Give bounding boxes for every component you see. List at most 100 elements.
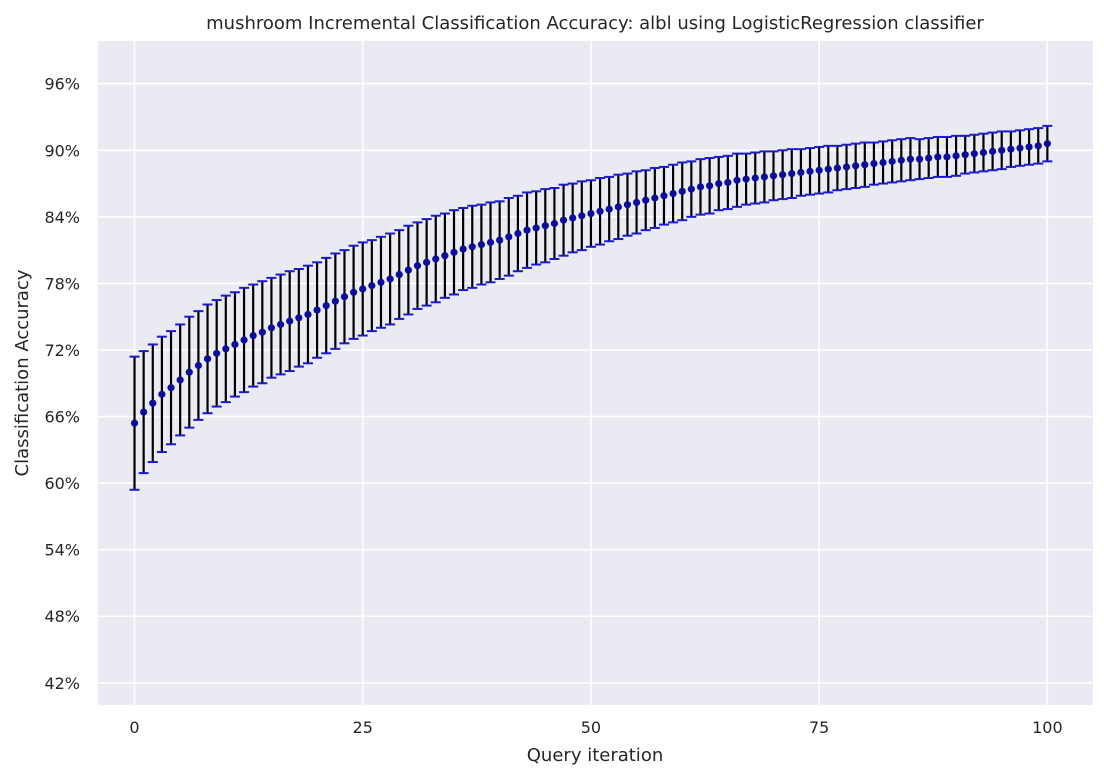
data-point: [742, 175, 750, 183]
data-point: [459, 245, 467, 253]
data-point: [842, 163, 851, 171]
plot-background: [98, 41, 1093, 705]
data-point: [870, 159, 878, 168]
data-point: [696, 183, 705, 191]
data-point: [733, 176, 741, 184]
data-point: [149, 399, 157, 407]
y-tick-label: 78%: [44, 274, 80, 293]
data-point: [724, 178, 732, 187]
data-point: [824, 165, 832, 173]
data-point: [267, 324, 276, 332]
data-point: [158, 390, 166, 398]
data-point: [541, 222, 549, 230]
tick-layer: 42% 48% 54% 60% 66% 72% 78% 84% 90% 96% 0 25 50 75 100: [44, 75, 1062, 737]
data-point: [861, 161, 869, 169]
marker-layer: [130, 140, 1051, 427]
data-point: [441, 252, 449, 260]
data-point: [632, 198, 641, 207]
x-tick-label: 25: [353, 718, 373, 737]
data-point: [988, 147, 997, 155]
data-point: [413, 262, 422, 270]
data-point: [651, 194, 659, 202]
data-point: [797, 168, 805, 177]
data-point: [523, 226, 531, 234]
data-point: [1007, 145, 1015, 153]
data-point: [669, 189, 677, 198]
data-point: [194, 361, 203, 370]
data-point: [304, 310, 312, 319]
data-point: [706, 182, 714, 190]
y-tick-label: 84%: [44, 208, 80, 227]
data-point: [486, 238, 495, 246]
data-point: [587, 209, 595, 218]
data-point: [395, 270, 403, 279]
data-point: [368, 282, 376, 290]
y-tick-label: 54%: [44, 541, 80, 560]
data-point: [614, 203, 622, 211]
y-tick-label: 96%: [44, 75, 80, 94]
data-point: [769, 172, 778, 180]
data-point: [331, 297, 339, 305]
data-point: [879, 158, 887, 167]
y-tick-label: 66%: [44, 408, 80, 427]
data-point: [678, 187, 686, 195]
data-point: [605, 205, 613, 213]
y-tick-label: 72%: [44, 341, 80, 360]
data-point: [943, 153, 951, 161]
data-point: [979, 148, 988, 157]
x-tick-label: 0: [129, 718, 139, 737]
y-tick-label: 90%: [44, 141, 80, 160]
data-point: [961, 151, 969, 159]
data-point: [340, 293, 349, 301]
data-point: [185, 368, 193, 376]
data-point: [140, 408, 148, 416]
data-point: [559, 216, 568, 224]
y-tick-label: 48%: [44, 607, 80, 626]
data-point: [496, 236, 504, 244]
x-axis-label: Query iteration: [527, 745, 663, 766]
data-point: [468, 243, 476, 251]
data-point: [760, 173, 768, 181]
data-point: [1043, 140, 1051, 148]
data-point: [970, 150, 978, 158]
data-point: [222, 345, 230, 353]
data-point: [240, 336, 248, 344]
data-point: [687, 185, 695, 193]
y-tick-label: 42%: [44, 674, 80, 693]
data-point: [505, 233, 513, 241]
data-point: [888, 157, 896, 165]
data-point: [286, 317, 294, 325]
data-point: [322, 302, 330, 310]
grid-layer: [98, 41, 1093, 705]
data-point: [377, 278, 385, 286]
data-point: [432, 255, 440, 263]
data-point: [514, 229, 522, 238]
data-point: [751, 174, 759, 182]
data-point: [359, 285, 367, 293]
data-point: [1034, 142, 1042, 150]
data-point: [998, 146, 1006, 154]
data-point: [815, 166, 823, 174]
data-point: [423, 258, 431, 266]
data-point: [477, 240, 485, 249]
data-point: [1016, 144, 1024, 152]
data-point: [176, 376, 184, 384]
x-tick-label: 100: [1032, 718, 1063, 737]
data-point: [313, 306, 321, 314]
data-point: [779, 171, 787, 179]
data-point: [952, 152, 960, 160]
data-point: [404, 266, 412, 274]
data-point: [934, 153, 942, 161]
data-point: [715, 179, 723, 188]
data-point: [623, 201, 632, 209]
data-point: [386, 275, 394, 283]
data-point: [249, 331, 257, 340]
data-point: [167, 384, 175, 392]
x-tick-label: 75: [809, 718, 829, 737]
data-point: [532, 224, 540, 232]
data-point: [660, 192, 668, 200]
data-point: [925, 154, 933, 162]
data-point: [596, 207, 604, 215]
data-point: [276, 320, 285, 329]
